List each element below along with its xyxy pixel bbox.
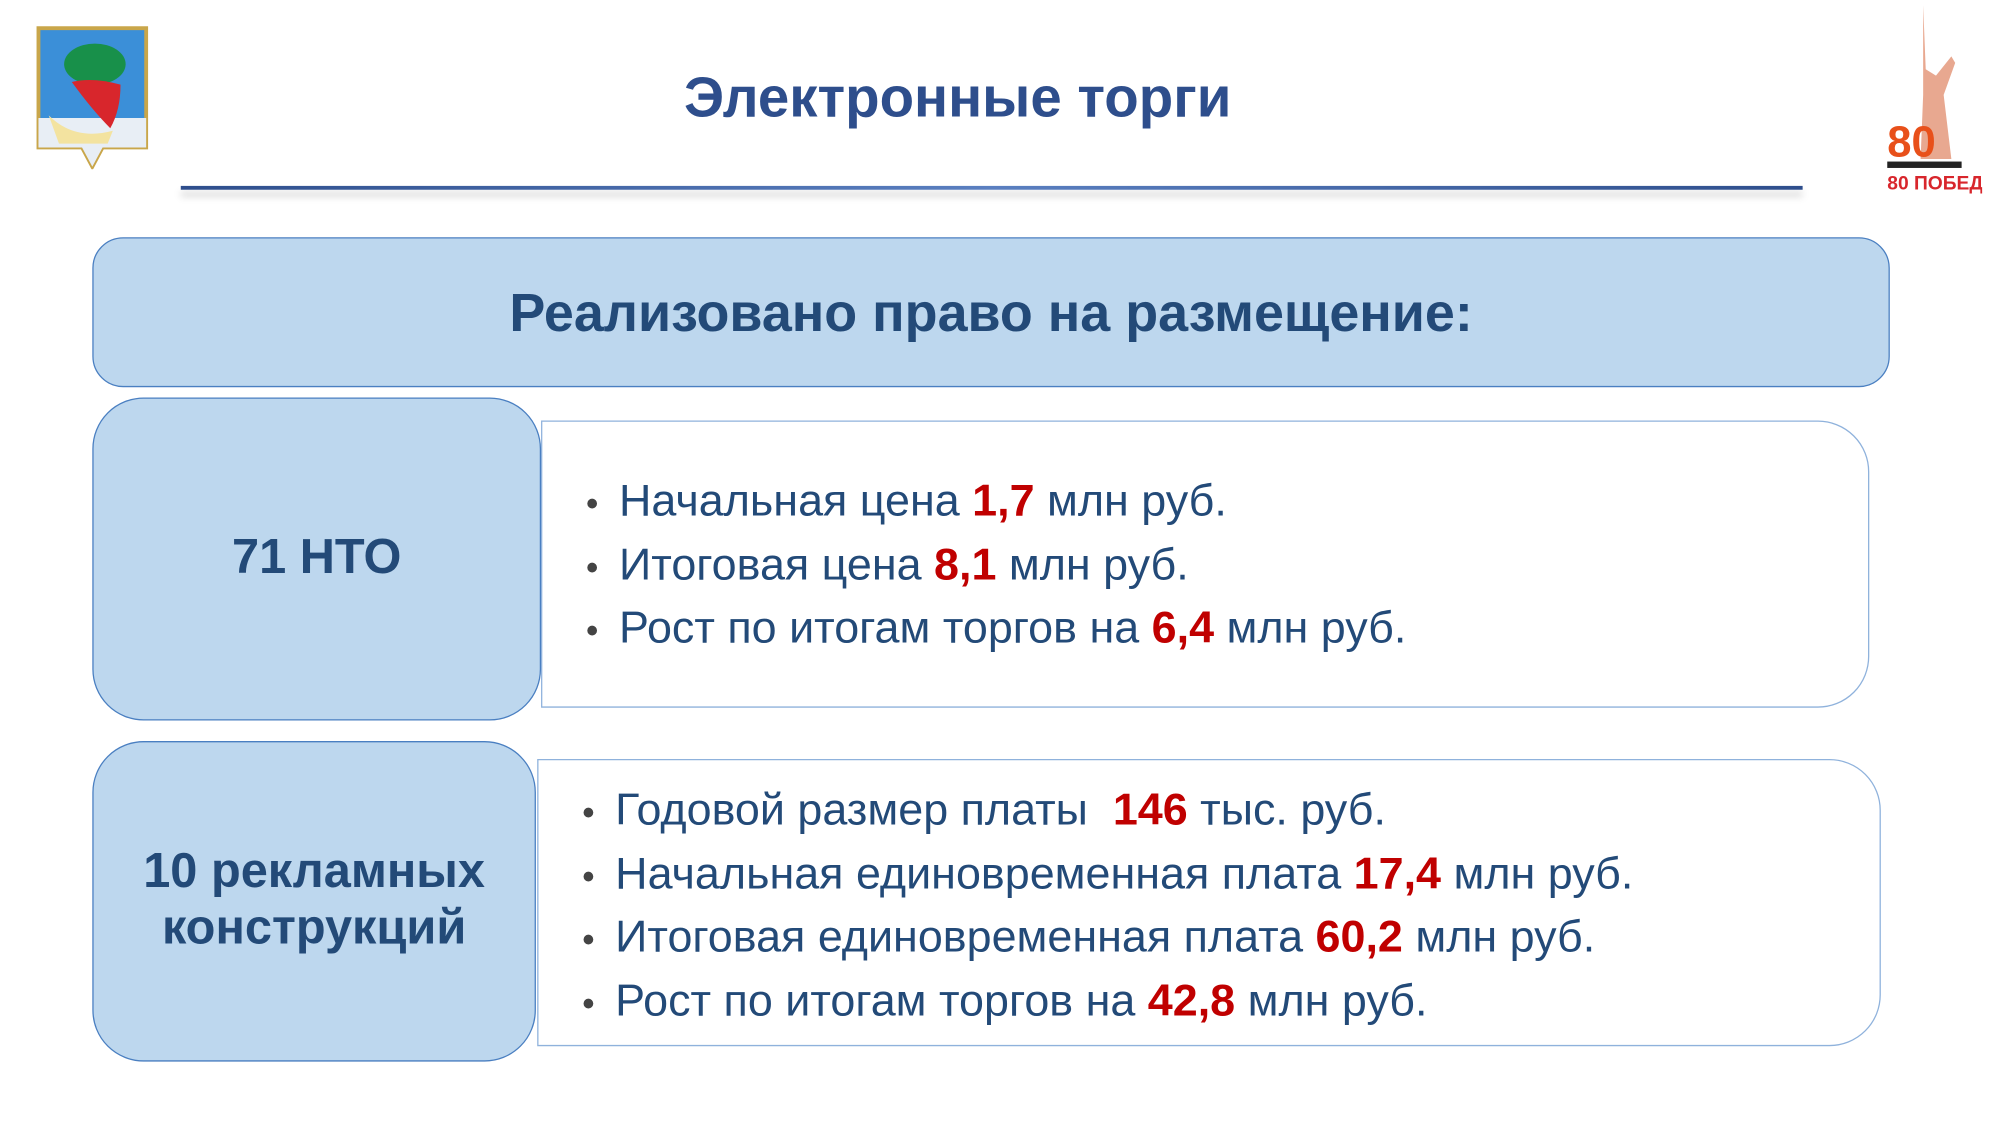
list-item: • Начальная единовременная плата 17,4 млн… xyxy=(582,848,1634,899)
nto-label: 71 НТО xyxy=(92,397,542,721)
list-item: • Начальная цена 1,7 млн руб. xyxy=(585,475,1227,526)
victory-logo-text: 80 ПОБЕДА! xyxy=(1887,174,1982,195)
ads-list: • Годовой размер платы 146 тыс. руб. • Нач… xyxy=(582,780,1879,1034)
list-item: • Рост по итогам торгов на 6,4 млн руб. xyxy=(585,602,1407,653)
list-item: • Рост по итогам торгов на 42,8 млн руб. xyxy=(582,975,1428,1026)
list-item: • Итоговая цена 8,1 млн руб. xyxy=(585,539,1189,590)
ads-details-panel: • Годовой размер платы 146 тыс. руб. • Нач… xyxy=(537,759,1881,1047)
title-divider xyxy=(180,185,1803,190)
ads-label: 10 рекламных конструкций xyxy=(92,741,536,1062)
nto-list: • Начальная цена 1,7 млн руб. • Итоговая ц… xyxy=(586,471,1868,661)
svg-text:80: 80 xyxy=(1887,118,1935,166)
section-header: Реализовано право на размещение: xyxy=(92,237,1890,388)
nto-details-panel: • Начальная цена 1,7 млн руб. • Итоговая ц… xyxy=(541,420,1870,708)
list-item: • Годовой размер платы 146 тыс. руб. xyxy=(582,784,1386,835)
list-item: • Итоговая единовременная плата 60,2 млн … xyxy=(582,911,1596,962)
page-title: Электронные торги xyxy=(684,66,1232,130)
victory-80-logo: 80 80 ПОБЕДА! xyxy=(1885,5,2000,195)
coat-of-arms-logo xyxy=(36,26,149,171)
